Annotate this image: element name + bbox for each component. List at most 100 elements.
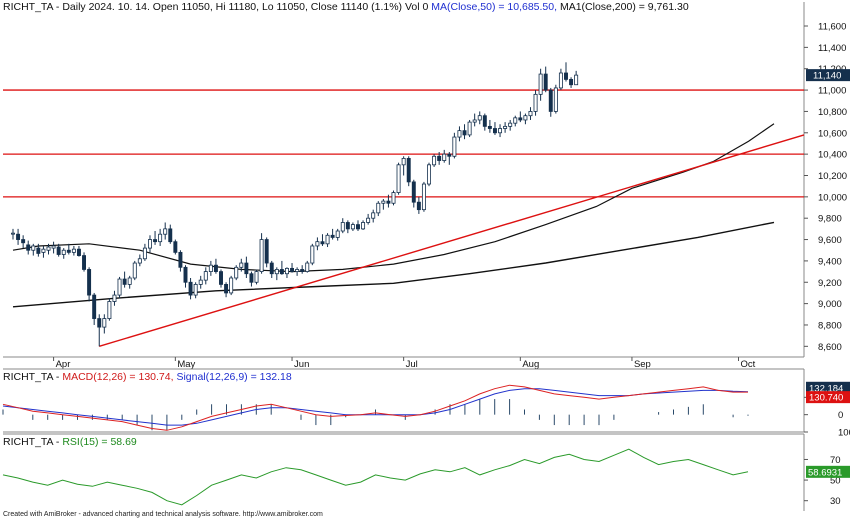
- candle-body: [508, 122, 513, 127]
- candle: [11, 228, 15, 240]
- candle-body: [391, 192, 396, 204]
- candle: [396, 162, 401, 195]
- candle: [193, 282, 198, 299]
- candle-body: [31, 245, 36, 251]
- candle: [274, 267, 279, 281]
- candle-body: [406, 158, 411, 183]
- candle-body: [366, 217, 371, 223]
- candle-body: [127, 277, 132, 285]
- price-y-tick-label: 9,200: [818, 278, 842, 289]
- candle-body: [229, 277, 234, 294]
- candle-body: [213, 264, 218, 272]
- candle-body: [320, 241, 325, 245]
- candle: [66, 243, 71, 255]
- candle-body: [457, 130, 462, 138]
- last-price-tag: [806, 69, 850, 82]
- candle: [234, 265, 239, 281]
- candle: [229, 275, 234, 296]
- candle: [543, 66, 548, 93]
- candle-body: [163, 228, 168, 235]
- candle-body: [117, 278, 122, 296]
- candle: [345, 220, 350, 234]
- candle-body: [87, 269, 92, 296]
- candle-body: [259, 239, 264, 272]
- price-y-tick-label: 11,600: [818, 22, 846, 33]
- rsi-y-tick-label: 30: [830, 496, 841, 507]
- candle: [361, 220, 366, 230]
- candle-body: [538, 73, 543, 95]
- candle: [498, 124, 503, 138]
- candle-body: [203, 271, 208, 281]
- candle: [487, 119, 492, 133]
- candle: [76, 245, 81, 257]
- candle-body: [518, 117, 523, 121]
- candle: [148, 235, 152, 253]
- candle: [127, 275, 132, 289]
- candle-body: [574, 74, 579, 86]
- price-pane: 8,600 8,800 9,000 9,200 9,400 9,600 9,800 10,00…: [3, 2, 850, 370]
- candle: [92, 292, 97, 325]
- candle: [569, 77, 574, 88]
- candle-body: [244, 262, 249, 275]
- candle: [508, 119, 513, 131]
- candle-body: [219, 271, 223, 285]
- candle: [87, 267, 92, 302]
- rsi-y-tick-label: 70: [830, 455, 841, 466]
- candle: [528, 107, 533, 120]
- candle: [284, 267, 289, 278]
- candle: [97, 314, 102, 347]
- candle-body: [76, 248, 81, 256]
- candle-body: [178, 251, 183, 268]
- candle-body: [462, 130, 467, 136]
- macd-header: RICHT_TA - MACD(12,26) = 130.74, Signal(…: [3, 371, 292, 383]
- candle-body: [16, 233, 21, 240]
- candle-body: [254, 271, 259, 283]
- candle-body: [41, 248, 46, 253]
- price-y-tick-label: 10,800: [818, 107, 847, 118]
- price-y-tick-label: 10,600: [818, 128, 847, 139]
- candle-body: [173, 241, 178, 253]
- candle-body: [295, 269, 300, 272]
- price-y-tick-label: 9,000: [818, 299, 842, 310]
- candle: [416, 196, 421, 214]
- candle: [411, 179, 416, 208]
- candle: [41, 245, 46, 258]
- candle: [503, 122, 508, 133]
- price-info: - Daily 2024. 10. 14. Open 11050, Hi 111…: [55, 1, 429, 13]
- candle-body: [335, 230, 340, 238]
- candle-body: [234, 266, 239, 279]
- candle-body: [26, 244, 31, 251]
- candle-body: [107, 301, 112, 319]
- candle-body: [51, 245, 56, 249]
- candle-body: [224, 283, 229, 294]
- candle: [350, 222, 355, 232]
- candle: [102, 314, 107, 334]
- price-y-tick-label: 9,800: [818, 214, 842, 225]
- candle: [254, 269, 259, 285]
- candle: [107, 298, 112, 321]
- candle-body: [350, 224, 355, 230]
- candle: [356, 220, 360, 232]
- candle-body: [193, 283, 198, 296]
- candle-body: [158, 233, 163, 243]
- candle: [538, 68, 543, 101]
- price-x-tick-label: Oct: [740, 359, 755, 370]
- candle: [366, 213, 371, 225]
- rsi-line: [2, 448, 749, 506]
- candle: [462, 124, 467, 140]
- candle: [239, 258, 244, 272]
- trend-line: [99, 134, 805, 347]
- candle: [432, 154, 437, 167]
- candle-body: [92, 294, 97, 319]
- candle-body: [269, 262, 274, 275]
- candle: [421, 181, 426, 212]
- rsi-value-tag: [806, 465, 850, 478]
- candle-body: [330, 234, 335, 238]
- candle-body: [564, 72, 568, 80]
- candle: [386, 194, 391, 208]
- candle-body: [279, 269, 284, 275]
- candle: [553, 84, 558, 114]
- signal-label: Signal(12,26,9) = 132.18: [176, 371, 292, 383]
- price-header: RICHT_TA - Daily 2024. 10. 14. Open 1105…: [3, 1, 689, 13]
